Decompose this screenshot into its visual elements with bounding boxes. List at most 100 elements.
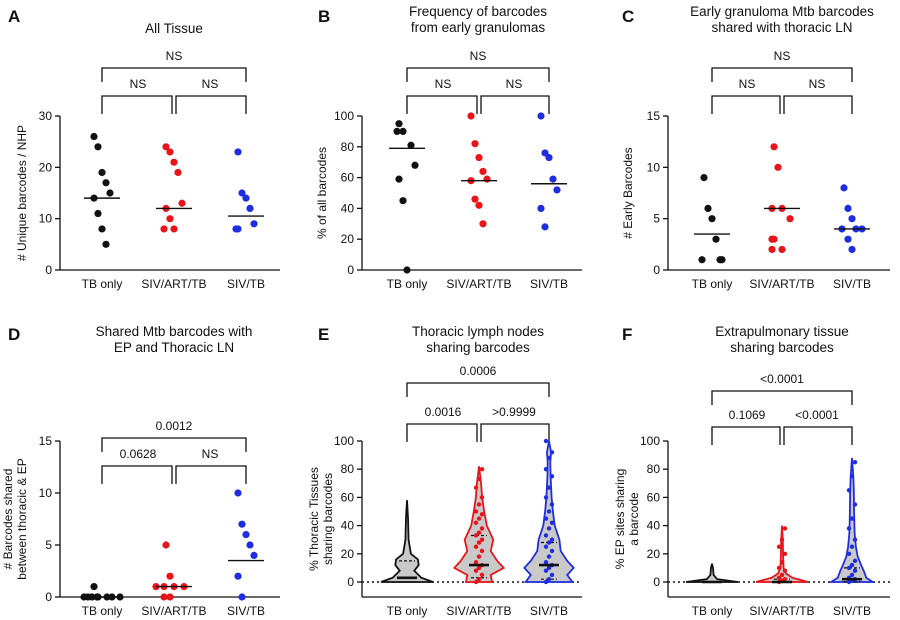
p-value-label: 0.0006 <box>460 364 497 378</box>
data-point <box>543 579 549 585</box>
x-tick-label: TB only <box>387 604 428 618</box>
data-point <box>178 199 186 207</box>
x-tick-label: TB only <box>387 277 428 291</box>
significance-bracket <box>711 426 781 445</box>
data-point <box>852 502 858 507</box>
y-tick-label: 60 <box>341 490 355 504</box>
significance-bracket <box>175 465 247 484</box>
p-value-label: 0.0012 <box>156 419 193 433</box>
y-axis-label: % of all barcodes <box>315 147 329 239</box>
data-point <box>479 512 485 517</box>
violin-shape <box>452 466 506 583</box>
y-axis-label: % EP sites sharing <box>613 469 627 570</box>
significance-bracket <box>480 423 550 442</box>
data-point <box>479 572 485 578</box>
data-point <box>174 168 182 177</box>
data-point <box>473 579 479 585</box>
data-point <box>543 516 549 521</box>
data-point <box>234 572 242 580</box>
significance-bracket <box>101 95 173 114</box>
y-tick-label: 5 <box>45 538 52 552</box>
data-point <box>779 537 785 542</box>
panel-title: from early granulomas <box>411 20 546 35</box>
data-point <box>546 485 552 490</box>
data-point <box>712 235 720 243</box>
panel-title: Frequency of barcodes <box>409 4 547 19</box>
p-value-label: <0.0001 <box>795 408 839 422</box>
panel-letter: F <box>622 325 632 344</box>
panel-letter: B <box>318 7 330 26</box>
data-point <box>549 450 555 455</box>
panel-title: sharing barcodes <box>730 340 834 355</box>
panel-title: shared with thoracic LN <box>711 20 852 35</box>
y-axis-label: sharing barcodes <box>321 473 335 565</box>
data-point <box>549 548 555 554</box>
data-point <box>779 572 785 578</box>
y-tick-label: 30 <box>39 109 53 123</box>
panel-title: Early granuloma Mtb barcodes <box>690 4 874 19</box>
data-point <box>549 572 555 578</box>
significance-bracket <box>711 390 853 405</box>
data-point <box>479 537 485 542</box>
significance-bracket <box>480 95 550 114</box>
data-point <box>848 215 856 223</box>
data-point <box>160 225 168 233</box>
y-tick-label: 40 <box>341 201 355 215</box>
panel-title: Shared Mtb barcodes with <box>96 324 253 339</box>
x-tick-label: TB only <box>82 277 123 291</box>
data-point <box>399 127 407 135</box>
violin-shape <box>685 563 739 583</box>
data-point <box>242 194 250 202</box>
data-point <box>546 540 552 545</box>
y-axis-label: a barcode <box>627 492 641 546</box>
significance-bracket <box>711 67 853 82</box>
data-point <box>106 189 114 197</box>
data-point <box>698 256 706 264</box>
y-tick-label: 0 <box>653 575 660 589</box>
data-point <box>242 531 250 539</box>
p-value-label: 0.0016 <box>425 405 462 419</box>
data-point <box>98 225 106 233</box>
x-tick-label: SIV/TB <box>530 604 568 618</box>
data-point <box>545 153 553 162</box>
data-point <box>852 558 858 564</box>
data-point <box>543 467 549 472</box>
data-point <box>479 526 485 531</box>
data-point <box>160 593 168 601</box>
data-point <box>479 495 485 500</box>
data-point <box>852 537 858 542</box>
y-tick-label: 10 <box>647 160 661 174</box>
data-point <box>407 141 415 149</box>
data-point <box>844 204 852 212</box>
x-tick-label: SIV/TB <box>833 277 871 291</box>
data-point <box>546 554 552 559</box>
y-axis-label: % Thoracic Tissues <box>307 467 321 571</box>
data-point <box>768 235 776 243</box>
data-point <box>473 533 479 538</box>
data-point <box>549 474 555 479</box>
x-tick-label: SIV/TB <box>227 604 265 618</box>
p-value-label: NS <box>470 49 487 63</box>
x-tick-label: SIV/ART/TB <box>141 604 206 618</box>
y-tick-label: 0 <box>347 263 354 277</box>
data-point <box>90 583 98 591</box>
data-point <box>704 204 712 212</box>
data-point <box>846 565 852 571</box>
data-point <box>238 520 246 528</box>
data-point <box>476 554 482 559</box>
data-point <box>549 520 555 525</box>
panel-letter: D <box>8 325 20 344</box>
data-point <box>779 560 785 565</box>
data-point <box>774 163 782 171</box>
data-point <box>411 161 419 169</box>
y-tick-label: 60 <box>341 171 355 185</box>
y-tick-label: 60 <box>647 490 661 504</box>
y-tick-label: 80 <box>341 140 355 154</box>
data-point <box>238 593 246 601</box>
data-point <box>471 195 479 203</box>
y-tick-label: 20 <box>647 547 661 561</box>
panel-title: EP and Thoracic LN <box>114 340 234 355</box>
